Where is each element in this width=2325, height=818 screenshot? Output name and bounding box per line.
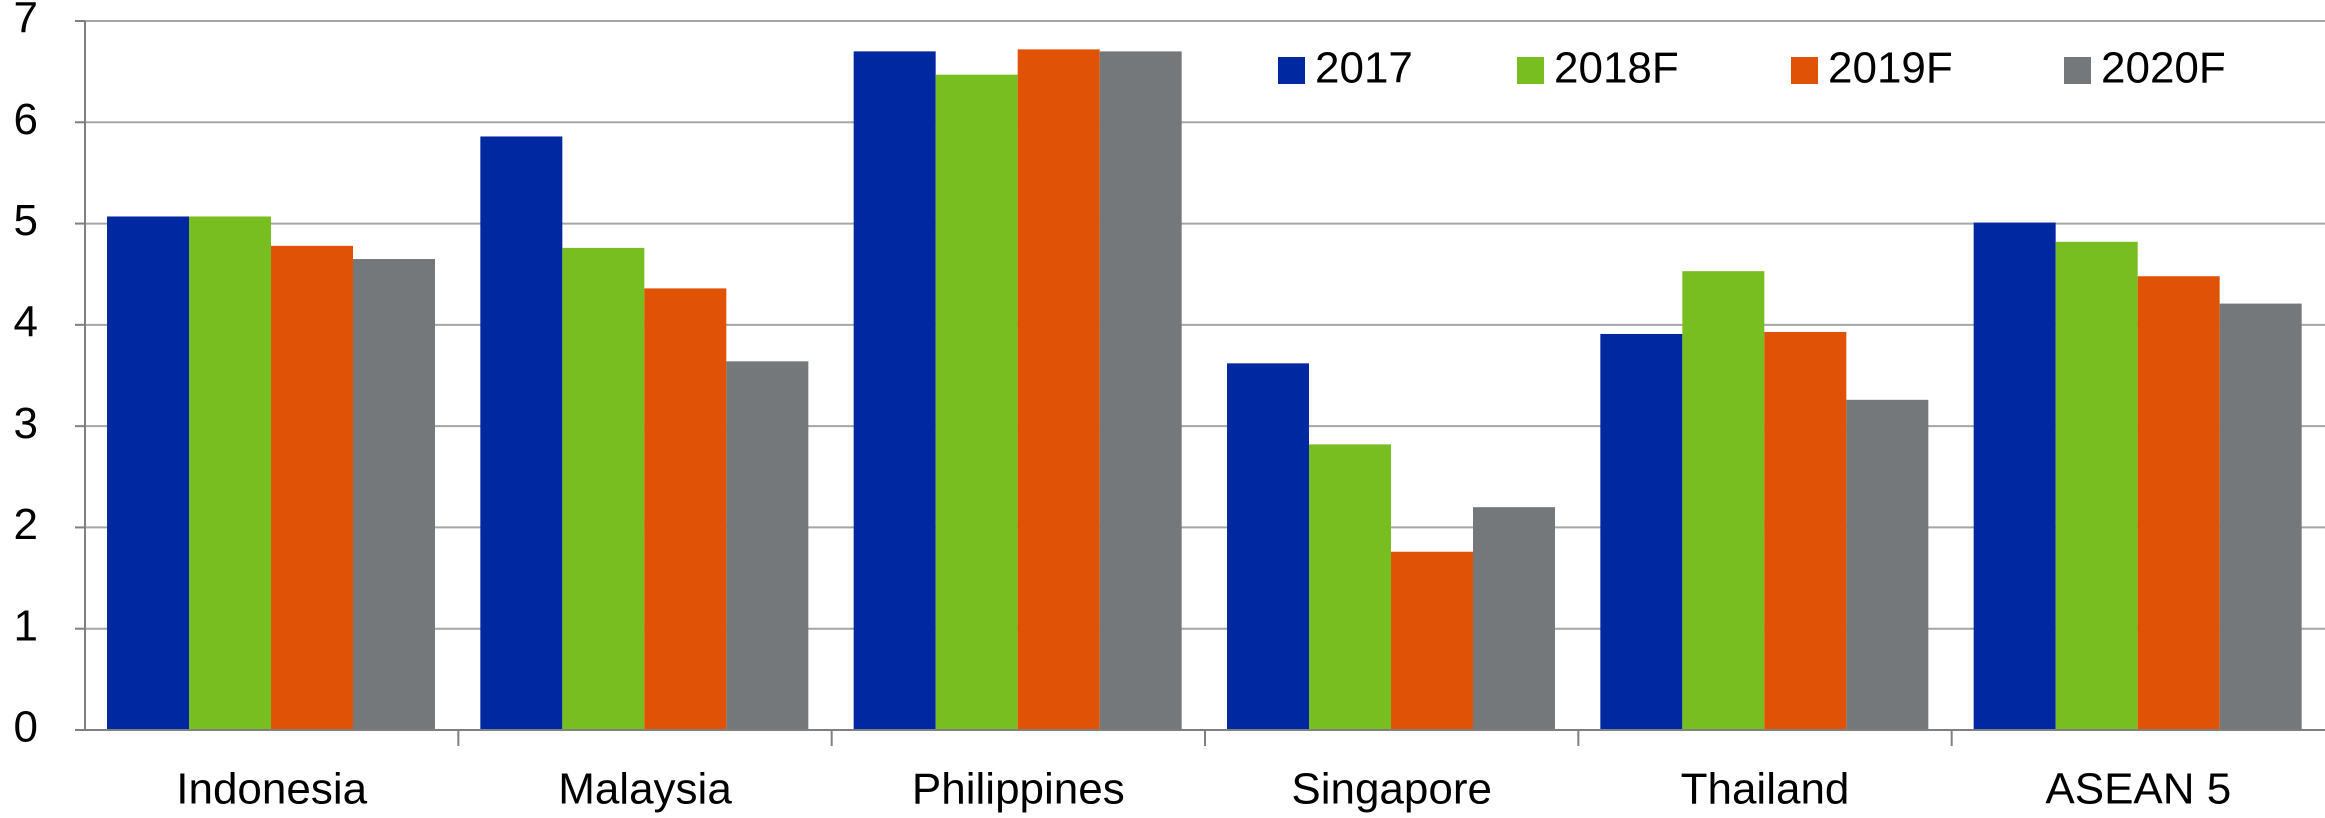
bar <box>480 136 563 731</box>
bar <box>2137 276 2220 730</box>
bar <box>1600 333 1683 730</box>
bar <box>271 245 353 730</box>
bar <box>1682 271 1765 730</box>
x-tick-label: Indonesia <box>176 765 367 814</box>
bar <box>1846 399 1929 730</box>
legend-label: 2020F <box>2101 44 2226 93</box>
bar <box>2055 241 2138 730</box>
legend-swatch <box>1791 57 1818 84</box>
bar <box>853 51 936 730</box>
legend-swatch <box>1517 57 1544 84</box>
x-tick-label: Malaysia <box>558 765 732 814</box>
bar <box>107 216 189 730</box>
bar <box>726 361 809 730</box>
y-tick-label: 1 <box>14 601 38 650</box>
bar <box>1099 51 1182 730</box>
bar <box>1764 331 1847 730</box>
bar <box>1309 444 1391 730</box>
x-tick-label: Singapore <box>1291 765 1492 814</box>
bar <box>353 259 435 730</box>
bar <box>1227 363 1309 730</box>
legend-label: 2018F <box>1554 44 1679 93</box>
bar <box>189 216 271 730</box>
y-tick-label: 0 <box>14 703 38 752</box>
legend-swatch <box>2064 57 2091 84</box>
x-tick-label: Thailand <box>1681 765 1850 814</box>
y-tick-label: 5 <box>14 196 38 245</box>
y-tick-label: 6 <box>14 95 38 144</box>
bar <box>1973 222 2056 730</box>
bar <box>2219 303 2302 730</box>
y-tick-label: 3 <box>14 399 38 448</box>
bar <box>1473 507 1555 730</box>
bar <box>1017 49 1100 731</box>
bar <box>1391 551 1473 730</box>
x-tick-label: ASEAN 5 <box>2045 765 2231 814</box>
legend-label: 2017 <box>1315 44 1413 93</box>
bar <box>644 288 727 730</box>
legend-label: 2019F <box>1828 44 1953 93</box>
bar <box>562 247 645 730</box>
bar <box>935 74 1018 731</box>
y-tick-label: 7 <box>14 0 38 43</box>
x-tick-label: Philippines <box>912 765 1125 814</box>
legend-swatch <box>1278 57 1305 84</box>
y-tick-label: 2 <box>14 500 38 549</box>
y-tick-label: 4 <box>14 297 38 346</box>
